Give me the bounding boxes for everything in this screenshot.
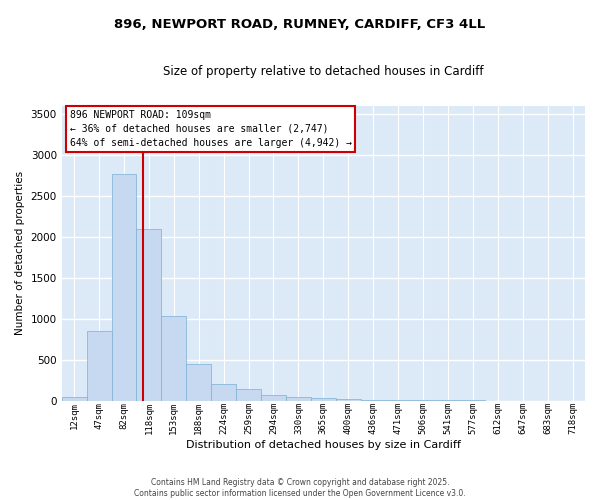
Bar [361, 400, 386, 401]
Bar [186, 364, 211, 401]
Title: Size of property relative to detached houses in Cardiff: Size of property relative to detached ho… [163, 65, 484, 78]
Text: 896, NEWPORT ROAD, RUMNEY, CARDIFF, CF3 4LL: 896, NEWPORT ROAD, RUMNEY, CARDIFF, CF3 … [115, 18, 485, 30]
Bar [86, 331, 112, 401]
Bar [161, 316, 186, 401]
Bar [211, 384, 236, 401]
Bar [386, 400, 410, 401]
Bar [261, 396, 286, 401]
Bar [311, 398, 336, 401]
Bar [336, 399, 361, 401]
Bar [410, 400, 436, 401]
X-axis label: Distribution of detached houses by size in Cardiff: Distribution of detached houses by size … [186, 440, 461, 450]
Bar [62, 396, 86, 401]
Bar [236, 389, 261, 401]
Bar [286, 397, 311, 401]
Y-axis label: Number of detached properties: Number of detached properties [15, 171, 25, 335]
Bar [136, 228, 161, 401]
Text: 896 NEWPORT ROAD: 109sqm
← 36% of detached houses are smaller (2,747)
64% of sem: 896 NEWPORT ROAD: 109sqm ← 36% of detach… [70, 110, 352, 148]
Text: Contains HM Land Registry data © Crown copyright and database right 2025.
Contai: Contains HM Land Registry data © Crown c… [134, 478, 466, 498]
Bar [112, 174, 136, 401]
